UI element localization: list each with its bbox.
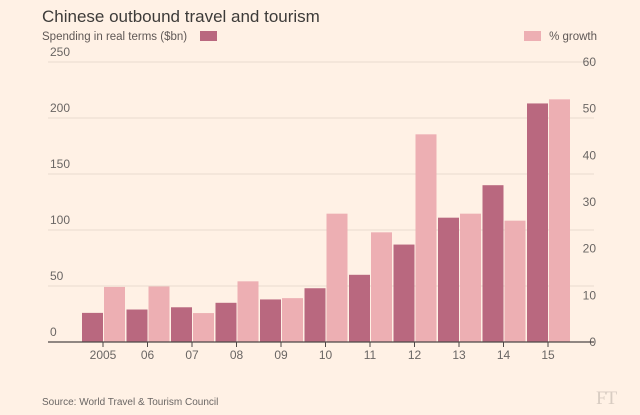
growth-bar-11 (371, 232, 392, 342)
left-axis-tick-100: 100 (50, 213, 70, 227)
growth-bar-08 (237, 281, 259, 342)
growth-bar-2005 (104, 286, 125, 342)
x-axis-label-12: 12 (408, 348, 422, 362)
x-axis-label-15: 15 (541, 348, 555, 362)
growth-legend-label: % growth (549, 31, 597, 43)
ft-logo: FT (596, 388, 618, 409)
x-axis-label-09: 09 (274, 348, 288, 362)
x-axis-label-14: 14 (497, 348, 511, 362)
right-axis-tick-40: 40 (583, 148, 597, 162)
growth-bar-06 (148, 286, 170, 342)
growth-bar-13 (460, 213, 481, 342)
left-axis-tick-50: 50 (50, 269, 64, 283)
spending-bar-12 (393, 244, 415, 342)
growth-bar-09 (282, 298, 303, 342)
x-axis-label-10: 10 (319, 348, 333, 362)
growth-bar-15 (549, 99, 570, 342)
growth-bar-12 (415, 134, 437, 342)
bar-series (82, 99, 570, 342)
spending-legend-label: Spending in real terms ($bn) (42, 31, 187, 43)
right-axis-tick-10: 10 (583, 288, 597, 302)
x-axis-label-08: 08 (230, 348, 244, 362)
x-axis-label-07: 07 (185, 348, 199, 362)
spending-bar-2005 (82, 312, 103, 342)
spending-bar-10 (304, 288, 326, 342)
spending-bar-08 (215, 302, 237, 342)
left-axis-tick-200: 200 (50, 101, 70, 115)
spending-bar-09 (260, 299, 281, 342)
right-axis-tick-50: 50 (583, 102, 597, 116)
x-axis-label-11: 11 (364, 348, 377, 362)
chart-title: Chinese outbound travel and tourism (42, 7, 320, 26)
growth-legend-swatch (524, 31, 541, 41)
spending-bar-07 (171, 307, 192, 342)
x-axis-label-2005: 2005 (90, 348, 117, 362)
left-axis-tick-0: 0 (50, 325, 57, 339)
spending-bar-14 (482, 185, 504, 342)
spending-bar-06 (126, 309, 148, 342)
spending-bar-11 (349, 274, 370, 342)
growth-bar-14 (504, 220, 526, 342)
right-axis-tick-20: 20 (583, 242, 597, 256)
spending-bar-13 (438, 217, 459, 342)
spending-legend-swatch (200, 31, 217, 41)
right-axis-tick-60: 60 (583, 55, 597, 69)
left-axis-tick-250: 250 (50, 45, 70, 59)
left-axis-tick-150: 150 (50, 157, 70, 171)
x-axis-label-06: 06 (141, 348, 155, 362)
growth-bar-10 (326, 213, 348, 342)
x-axis-label-13: 13 (452, 348, 466, 362)
right-axis-tick-30: 30 (583, 195, 597, 209)
growth-bar-07 (193, 313, 214, 342)
spending-bar-15 (527, 103, 548, 342)
source-note: Source: World Travel & Tourism Council (42, 397, 218, 408)
